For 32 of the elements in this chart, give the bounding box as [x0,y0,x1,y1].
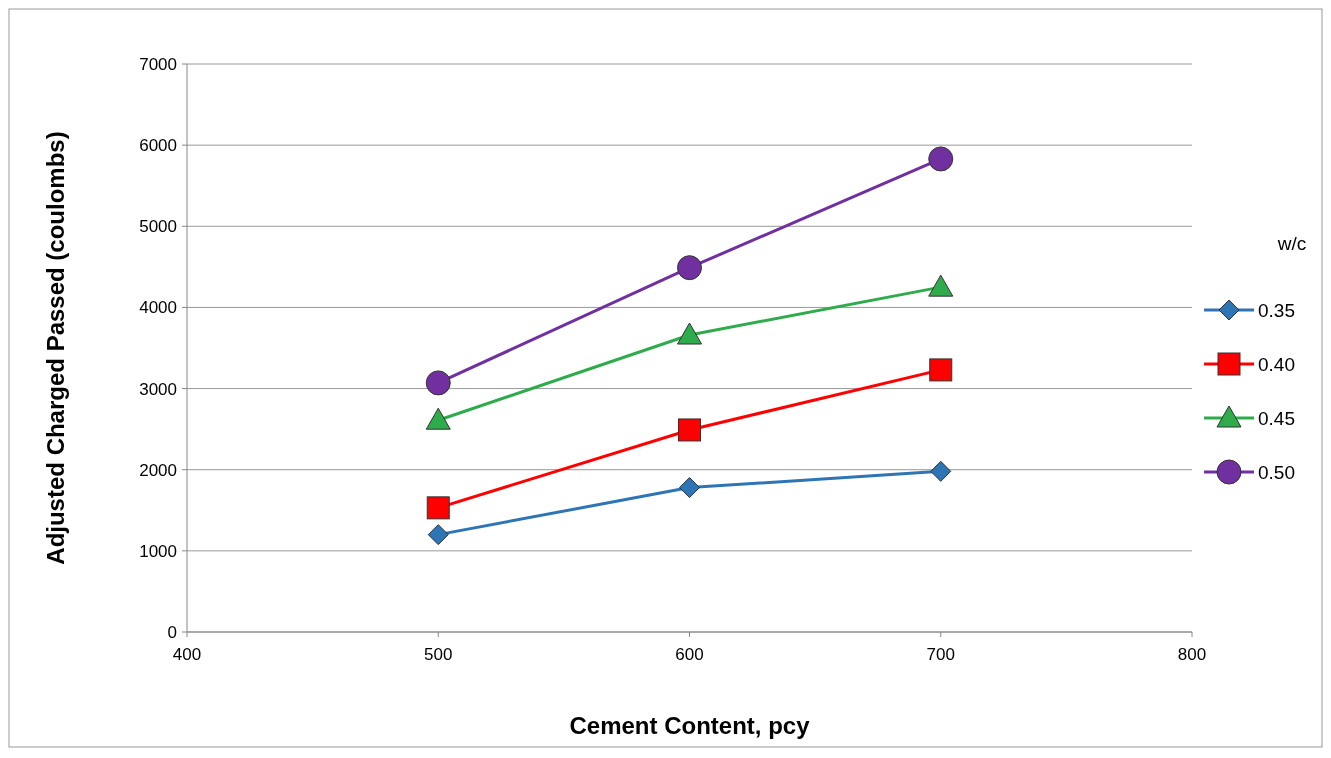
point [427,524,449,546]
legend-label: 0.45 [1258,407,1295,429]
y-tick-label: 2000 [139,460,177,480]
point [928,146,954,172]
y-tick-label: 0 [167,622,177,642]
x-tick-label: 500 [424,645,453,664]
point [928,274,954,297]
point [677,322,702,345]
x-tick-label: 800 [1177,645,1207,664]
x-tick-label: 600 [675,645,704,664]
point [425,370,451,396]
y-tick-label: 3000 [139,379,177,399]
y-tick-label: 6000 [139,136,177,156]
point [425,407,451,430]
point [426,496,450,520]
x-axis-title: Cement Content, pcy [569,712,811,739]
point [678,418,701,442]
x-tick-label: 400 [172,645,202,664]
legend-label: 0.40 [1258,353,1295,375]
y-tick-label: 4000 [139,298,177,318]
legend-label: 0.35 [1258,299,1295,321]
legend-title: w/c [1276,233,1307,254]
point [677,255,702,281]
y-tick-label: 5000 [139,217,177,237]
legend-label: 0.50 [1258,461,1295,483]
y-tick-label: 7000 [139,54,177,74]
point [929,358,953,382]
y-axis-title: Adjusted Charged Passed (coulombs) [42,131,69,565]
y-tick-label: 1000 [139,541,177,561]
point [679,477,700,499]
point [930,460,952,482]
x-tick-label: 700 [926,645,955,664]
